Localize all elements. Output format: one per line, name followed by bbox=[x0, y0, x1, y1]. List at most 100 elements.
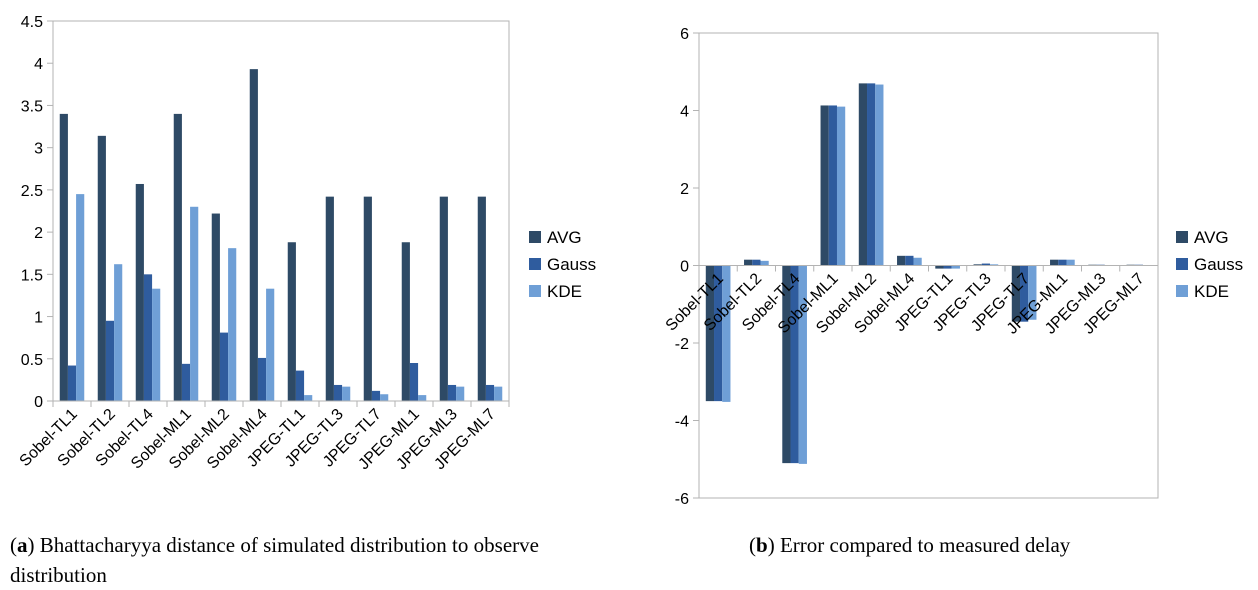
chart-a-bar-avg bbox=[363, 196, 372, 401]
caption-a-label: a bbox=[17, 533, 28, 557]
chart-b-bar-avg bbox=[973, 264, 982, 266]
chart-b-bar-gauss bbox=[1020, 265, 1029, 322]
chart-a-bar-avg bbox=[287, 242, 296, 401]
chart-b-bar-gauss bbox=[981, 263, 990, 266]
chart-a-bar-kde bbox=[494, 386, 503, 401]
chart-b-bar-gauss bbox=[943, 265, 952, 269]
chart-a-bar-kde bbox=[380, 394, 389, 401]
chart-b-bar-kde bbox=[760, 260, 769, 266]
chart-a-bar-gauss bbox=[409, 363, 419, 401]
chart-a-bar-avg bbox=[211, 213, 220, 401]
chart-a-bar-gauss bbox=[181, 363, 191, 401]
chart-b-bar-gauss bbox=[752, 259, 761, 266]
chart-b-bar-gauss bbox=[1058, 259, 1067, 266]
chart-b-bar-kde bbox=[989, 264, 999, 266]
chart-b-bar-avg bbox=[820, 105, 829, 266]
chart-b-bar-kde bbox=[875, 84, 884, 266]
chart-a-bar-avg bbox=[97, 135, 106, 401]
chart-b-y-tick-label: 2 bbox=[680, 181, 689, 198]
chart-b-y-tick-label: 6 bbox=[680, 26, 689, 43]
chart-a-y-tick-label: 4 bbox=[34, 56, 43, 73]
chart-a-y-tick-label: 0.5 bbox=[21, 352, 43, 369]
chart-b-bar-gauss bbox=[790, 265, 799, 464]
chart-b-bar-kde bbox=[836, 106, 846, 266]
chart-a-bar-avg bbox=[173, 113, 182, 401]
chart-a-bar-kde bbox=[228, 248, 237, 401]
chart-a-bar-avg bbox=[135, 183, 144, 401]
chart-b-bar-kde bbox=[1028, 265, 1037, 320]
chart-a-bar-kde bbox=[304, 395, 313, 401]
chart-a-bar-kde bbox=[266, 288, 275, 401]
caption-b-label: b bbox=[756, 533, 768, 557]
chart-a-bar-avg bbox=[401, 242, 410, 401]
chart-b-bar-kde bbox=[798, 265, 807, 464]
chart-a-bar-kde bbox=[114, 264, 123, 401]
chart-b-bar-gauss bbox=[905, 255, 914, 266]
chart-b-y-tick-label: -2 bbox=[675, 336, 689, 353]
chart-b-bar-avg bbox=[744, 259, 753, 266]
chart-a-bar-kde bbox=[190, 206, 199, 401]
chart-a-y-tick-label: 4.5 bbox=[21, 14, 43, 31]
chart-a-legend-swatch-kde bbox=[529, 285, 541, 297]
chart-a-y-tick-label: 0 bbox=[34, 394, 43, 411]
caption-b-text: Error compared to measured delay bbox=[774, 533, 1071, 557]
chart-a-y-tick-label: 3 bbox=[34, 141, 43, 158]
chart-a-bar-avg bbox=[59, 113, 68, 401]
chart-a-y-tick-label: 3.5 bbox=[21, 98, 43, 115]
chart-a-bar-gauss bbox=[333, 384, 343, 401]
chart-b-legend-label-avg: AVG bbox=[1194, 228, 1229, 247]
chart-b-legend-label-kde: KDE bbox=[1194, 282, 1229, 301]
chart-a-bar-gauss bbox=[447, 384, 457, 401]
chart-a-bar-avg bbox=[439, 196, 448, 401]
chart-a-bar-gauss bbox=[143, 274, 153, 401]
chart-a-bar-kde bbox=[76, 194, 85, 401]
chart-b-bar-avg bbox=[1050, 259, 1059, 266]
chart-a-y-tick-label: 1.5 bbox=[21, 267, 43, 284]
chart-b-bar-avg bbox=[1011, 265, 1021, 322]
chart-a-bar-gauss bbox=[105, 320, 115, 401]
chart-a-bar-gauss bbox=[371, 390, 381, 401]
chart-b-y-tick-label: -4 bbox=[675, 414, 689, 431]
chart-a-legend-swatch-gauss bbox=[529, 258, 541, 270]
chart-b-bar-kde bbox=[1066, 259, 1075, 266]
chart-b-bar-avg bbox=[935, 265, 944, 269]
chart-b-bar-gauss bbox=[714, 265, 723, 402]
chart-a-bar-avg bbox=[325, 196, 334, 401]
chart-b-y-tick-label: 4 bbox=[680, 104, 689, 121]
chart-a-bar-avg bbox=[249, 69, 258, 401]
chart-panel-b: -6 -4 -2 0 2 4 6 Sobel-TL1 Sobel-TL2 Sobel-TL4 Sob… bbox=[640, 0, 1258, 510]
chart-b-bar-avg bbox=[897, 255, 906, 266]
chart-b-bar-avg bbox=[858, 83, 868, 266]
chart-b-legend-swatch-avg bbox=[1176, 231, 1188, 243]
error-bar-chart: -6-4-20246Sobel-TL1Sobel-TL2Sobel-TL4Sob… bbox=[663, 26, 1243, 508]
chart-a-bar-kde bbox=[456, 386, 465, 401]
chart-a-bar-gauss bbox=[257, 357, 267, 401]
chart-b-bar-kde bbox=[913, 257, 922, 266]
chart-b-y-tick-label: 0 bbox=[680, 259, 689, 276]
chart-a-bar-avg bbox=[477, 196, 486, 401]
chart-a-bar-gauss bbox=[485, 384, 495, 401]
chart-b-bar-avg bbox=[782, 265, 791, 464]
bhattacharyya-bar-chart: 00.511.522.533.544.5Sobel-TL1Sobel-TL2So… bbox=[17, 14, 597, 473]
chart-a-bar-kde bbox=[342, 386, 351, 401]
chart-a-bar-gauss bbox=[295, 370, 305, 401]
chart-b-bar-kde bbox=[951, 265, 960, 269]
chart-b-legend-label-gauss: Gauss bbox=[1194, 255, 1243, 274]
chart-b-legend-swatch-gauss bbox=[1176, 258, 1188, 270]
chart-b-y-tick-label: -6 bbox=[675, 491, 689, 508]
chart-a-bar-kde bbox=[152, 288, 161, 401]
caption-b: (b) Error compared to measured delay bbox=[749, 533, 1071, 557]
chart-a-legend-label-avg: AVG bbox=[547, 228, 582, 247]
chart-a-bar-gauss bbox=[67, 365, 77, 401]
chart-a-bar-kde bbox=[418, 395, 427, 401]
chart-b-bar-kde bbox=[722, 265, 731, 402]
chart-a-legend-label-gauss: Gauss bbox=[547, 255, 596, 274]
caption-a-text: Bhattacharyya distance of simulated dist… bbox=[10, 533, 539, 587]
caption-a: (a) Bhattacharyya distance of simulated … bbox=[10, 533, 539, 587]
chart-a-y-tick-label: 1 bbox=[34, 310, 43, 327]
chart-b-legend-swatch-kde bbox=[1176, 285, 1188, 297]
chart-a-legend-swatch-avg bbox=[529, 231, 541, 243]
chart-b-bar-gauss bbox=[828, 105, 837, 266]
chart-b-bar-avg bbox=[705, 265, 715, 402]
chart-b-bar-gauss bbox=[867, 83, 876, 266]
